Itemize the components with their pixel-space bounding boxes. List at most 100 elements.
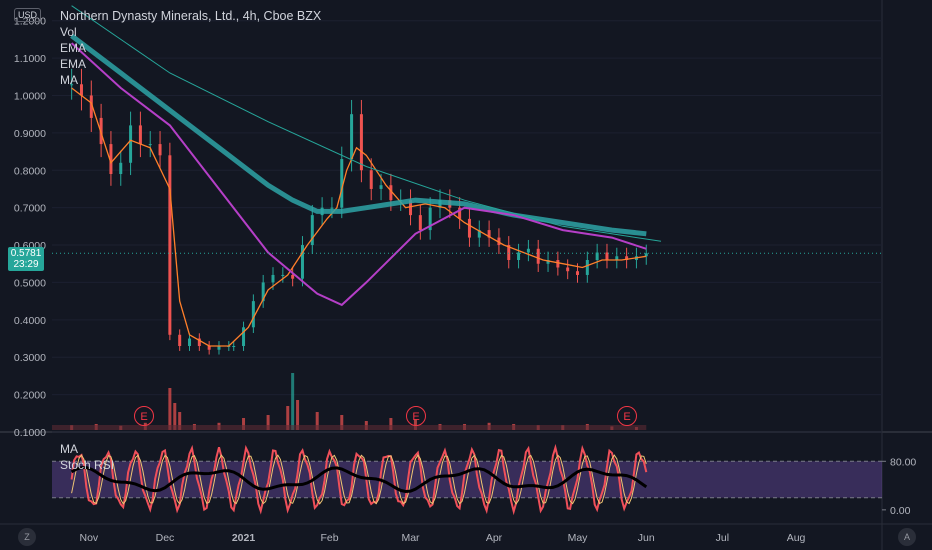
volume-bar	[286, 406, 290, 430]
volume-bar	[296, 400, 300, 430]
candle-body	[585, 260, 589, 275]
candle-body	[467, 218, 471, 238]
candle-body	[546, 260, 550, 264]
candle-body	[242, 327, 246, 346]
legend-ema-1[interactable]: EMA	[60, 41, 87, 55]
candle-body	[369, 170, 373, 189]
y-tick-label: 0.5000	[14, 277, 46, 289]
legend-vol[interactable]: Vol	[60, 25, 77, 39]
candle-body	[310, 215, 314, 246]
candle-body	[418, 215, 422, 231]
candle-body	[89, 95, 93, 118]
candle-body	[119, 162, 123, 174]
x-tick-label: 2021	[232, 532, 256, 544]
currency-badge[interactable]: USD	[14, 8, 42, 22]
candle-body	[178, 334, 182, 346]
volume-baseline	[52, 425, 647, 430]
candle-body	[536, 248, 540, 264]
candle-body	[625, 256, 629, 260]
candle-body	[291, 274, 295, 279]
last-price-value: 0.5781	[10, 248, 42, 259]
candle-body	[148, 144, 152, 146]
candle-body	[487, 230, 491, 238]
candle-body	[207, 346, 211, 350]
volume-bar	[389, 418, 393, 430]
volume-bar	[291, 373, 295, 430]
x-tick-label: Dec	[156, 532, 175, 544]
candle-body	[330, 207, 334, 209]
legend-ma[interactable]: MA	[60, 73, 78, 87]
y-tick-label: 1.0000	[14, 90, 46, 102]
candle-body	[350, 114, 354, 160]
candle-body	[232, 346, 236, 347]
volume-bar	[168, 388, 172, 430]
line-ema	[70, 33, 647, 237]
candle-body	[188, 338, 192, 346]
candle-body	[595, 252, 599, 260]
candle-body	[497, 237, 501, 246]
candle-body	[409, 200, 413, 216]
candle-body	[644, 253, 648, 257]
timezone-corner-button[interactable]: Z	[18, 528, 36, 546]
legend-ema-2[interactable]: EMA	[60, 57, 87, 71]
legend-stoch-ma[interactable]: MA	[60, 442, 78, 456]
y-tick-label: 1.1000	[14, 53, 46, 65]
x-tick-label: Mar	[401, 532, 420, 544]
line-ma	[70, 42, 647, 307]
candle-body	[129, 125, 133, 163]
line-trend	[71, 5, 662, 242]
candle-body	[340, 159, 344, 208]
earnings-marker[interactable]: E	[617, 406, 637, 426]
auto-scale-button[interactable]: A	[898, 528, 916, 546]
stoch-ma-line	[70, 466, 648, 494]
candle-body	[197, 338, 201, 346]
y-tick-label: 0.3000	[14, 352, 46, 364]
y-tick-label: 0.7000	[14, 203, 46, 215]
candle-body	[556, 260, 560, 268]
earnings-marker[interactable]: E	[406, 406, 426, 426]
candle-body	[359, 114, 363, 171]
candle-body	[389, 185, 393, 201]
candle-body	[517, 252, 521, 260]
osc-tick-label: 0.00	[890, 505, 911, 517]
legend-stoch-rsi[interactable]: Stoch RSI	[60, 458, 115, 472]
stoch-rsi-d-line	[71, 454, 647, 505]
x-tick-label: Jun	[638, 532, 655, 544]
earnings-marker[interactable]: E	[134, 406, 154, 426]
line-ema	[71, 87, 647, 347]
candle-body	[158, 144, 162, 156]
x-tick-label: May	[568, 532, 589, 544]
stoch-rsi-k-line	[70, 443, 648, 516]
candle-body	[566, 267, 570, 272]
candle-body	[251, 301, 255, 328]
candle-body	[576, 271, 580, 275]
x-tick-label: Jul	[716, 532, 729, 544]
x-tick-label: Apr	[486, 532, 503, 544]
candle-body	[109, 144, 113, 174]
volume-bar	[315, 412, 319, 430]
candle-body	[70, 84, 74, 86]
volume-bar	[173, 403, 177, 430]
candle-body	[281, 274, 285, 276]
candle-body	[477, 230, 481, 238]
candle-body	[605, 252, 609, 260]
candle-body	[379, 185, 383, 189]
volume-bar	[178, 412, 182, 430]
y-tick-label: 0.8000	[14, 165, 46, 177]
candle-body	[428, 207, 432, 231]
y-tick-label: 0.4000	[14, 315, 46, 327]
y-tick-label: 0.2000	[14, 390, 46, 402]
osc-tick-label: 80.00	[890, 456, 916, 468]
candle-body	[79, 84, 83, 96]
candle-body	[507, 245, 511, 260]
x-tick-label: Aug	[787, 532, 806, 544]
volume-bar	[266, 415, 270, 430]
candle-body	[526, 248, 530, 253]
volume-bar	[340, 415, 344, 430]
candle-body	[168, 155, 172, 335]
last-price-tag: 0.5781 23:29	[8, 247, 44, 271]
candle-body	[261, 282, 265, 302]
y-tick-label: 0.1000	[14, 427, 46, 439]
volume-bar	[242, 418, 246, 430]
